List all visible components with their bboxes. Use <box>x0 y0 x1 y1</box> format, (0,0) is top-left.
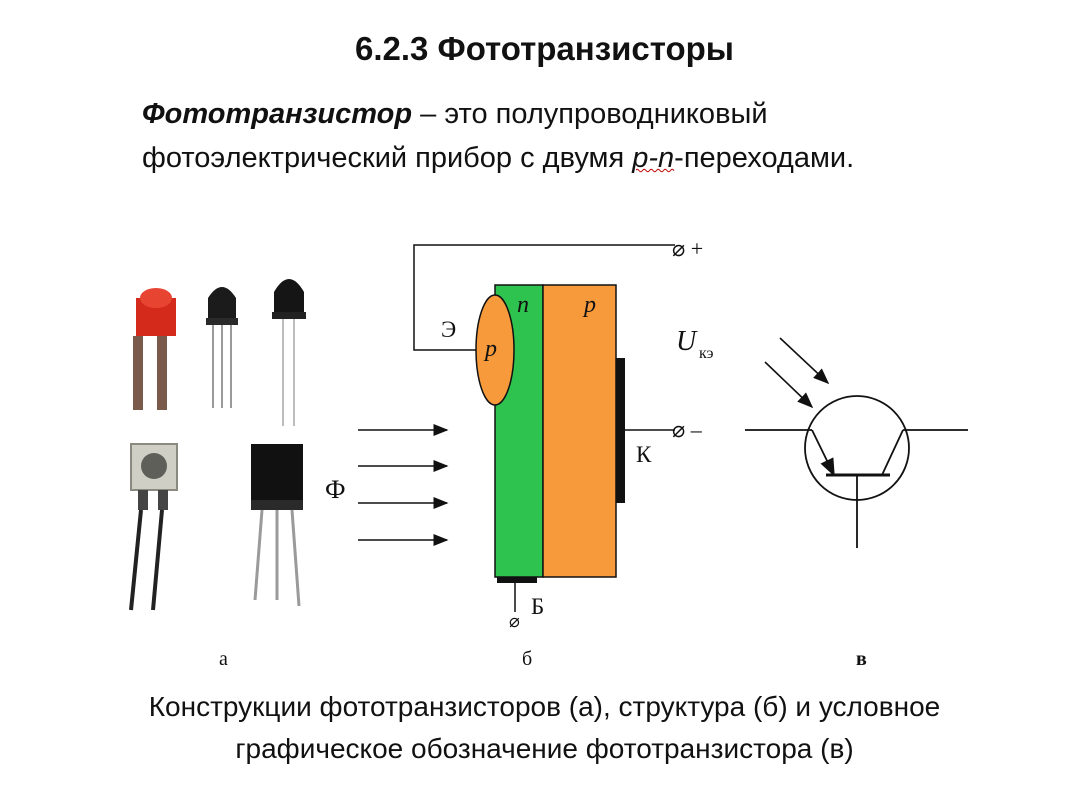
panel-label-a: а <box>219 648 228 670</box>
base-terminal-symbol: ⌀ <box>509 611 520 631</box>
emitter-wire <box>413 244 675 351</box>
light-flux-arrows <box>358 424 449 546</box>
collector-contact <box>616 358 625 503</box>
collector-label: К <box>636 442 652 467</box>
symbol-light-arrow <box>779 337 830 385</box>
flux-label: Ф <box>325 475 346 504</box>
definition-text-3: -переходами. <box>674 142 855 174</box>
p-region-label: p <box>582 292 596 318</box>
definition-paragraph: Фототранзистор – это полупроводниковый ф… <box>142 92 1042 180</box>
page-title: 6.2.3 Фототранзисторы <box>354 30 734 67</box>
caption-line-1: Конструкции фототранзисторов (а), структ… <box>148 691 941 722</box>
grey-package-photo <box>129 443 178 611</box>
caption-line-2: графическое обозначение фототранзистора … <box>235 733 854 764</box>
symbol-emitter-arrow <box>811 429 835 477</box>
panel-label-c: в <box>856 648 867 670</box>
black-to92-package-photo <box>251 444 303 607</box>
package-photos <box>129 279 306 611</box>
voltage-subscript: кэ <box>699 345 714 362</box>
figure-caption: Конструкции фототранзисторов (а), структ… <box>0 686 1089 770</box>
definition-text-2: фотоэлектрический прибор с двумя <box>142 142 633 174</box>
panel-label-b: б <box>522 648 532 670</box>
symbol-light-arrow <box>764 361 814 409</box>
n-region-label: n <box>517 292 529 318</box>
emitter-label: Э <box>441 317 456 342</box>
black-lens-package-photo <box>272 279 306 426</box>
emitter-region <box>475 294 515 406</box>
red-package-photo <box>133 288 176 410</box>
base-contact <box>497 577 537 583</box>
black-package-photo <box>206 287 238 408</box>
definition-text-1: – это полупроводниковый <box>412 98 768 130</box>
minus-terminal-label: ⌀ – <box>672 417 703 442</box>
plus-terminal-label: ⌀ + <box>672 236 703 261</box>
voltage-label: U <box>676 326 698 357</box>
emitter-p-label: p <box>483 336 497 362</box>
base-label: Б <box>531 594 544 619</box>
structure-diagram: ⌀ + n p p Э ⌀ – К ⌀ Б Ф U кэ <box>325 236 714 631</box>
symbol-collector-line <box>881 429 904 476</box>
p-region <box>542 284 617 578</box>
pn-junction-term: p-n <box>632 142 675 174</box>
definition-term: Фототранзистор <box>142 98 413 130</box>
phototransistor-symbol <box>745 337 968 548</box>
